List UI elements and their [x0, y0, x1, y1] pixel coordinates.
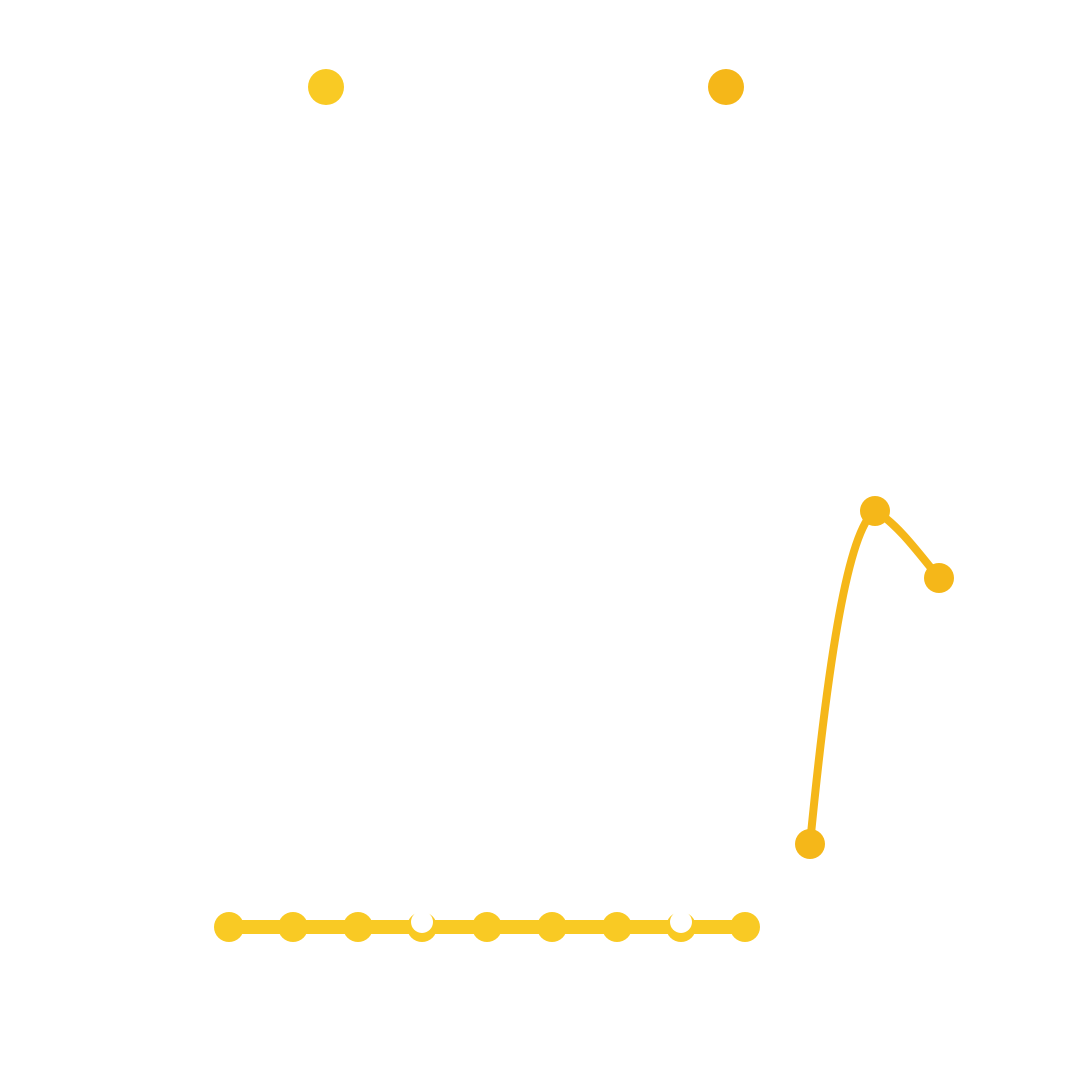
dot: [278, 912, 308, 942]
dot: [924, 563, 954, 593]
dot: [343, 912, 373, 942]
dot-row: [214, 911, 760, 942]
curve-group: [795, 496, 954, 859]
dot: [708, 69, 744, 105]
dot: [308, 69, 344, 105]
hollow-dot: [670, 911, 692, 933]
dot: [730, 912, 760, 942]
dot: [795, 829, 825, 859]
dot: [860, 496, 890, 526]
dot: [214, 912, 244, 942]
dot: [602, 912, 632, 942]
dot: [472, 912, 502, 942]
hollow-dot: [411, 911, 433, 933]
dot: [537, 912, 567, 942]
curve: [806, 506, 943, 848]
